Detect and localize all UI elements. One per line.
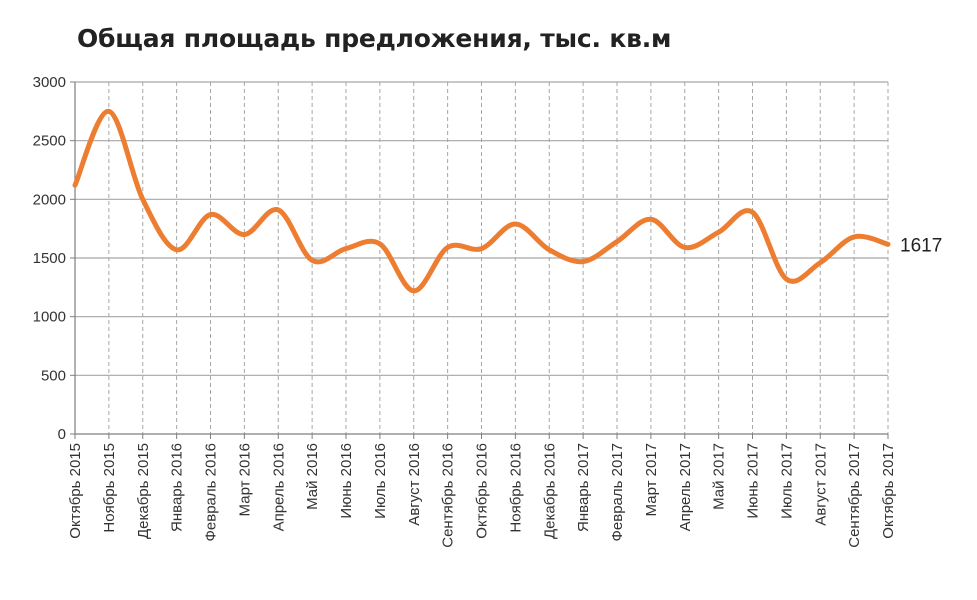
y-tick-label: 1500 [33,250,66,267]
data-point [174,247,179,252]
x-tick-label: Декабрь 2015 [135,443,152,539]
y-axis-ticks: 0 500 1000 1500 2000 2500 3000 [33,74,75,443]
x-tick-label: Август 2016 [406,443,423,526]
x-tick-label: Сентябрь 2017 [846,443,863,548]
data-point [818,260,823,265]
data-point [852,234,857,239]
data-point [411,288,416,293]
y-tick-label: 2500 [33,133,66,150]
x-tick-label: Май 2016 [304,443,321,510]
grid-lines [75,81,889,434]
data-point [445,245,450,250]
data-point [716,230,721,235]
data-point [479,246,484,251]
data-point [106,109,111,114]
x-tick-label: Февраль 2017 [609,443,626,542]
data-point [208,212,213,217]
data-point [344,246,349,251]
x-tick-label: Сентябрь 2016 [440,443,457,548]
x-tick-label: Апрель 2017 [677,443,694,531]
x-tick-label: Ноябрь 2016 [507,443,524,533]
data-point [242,232,247,237]
data-point [581,259,586,264]
data-point [310,258,315,263]
data-point [682,245,687,250]
x-tick-label: Июнь 2016 [338,443,355,519]
x-tick-label: Август 2017 [812,443,829,526]
data-point [547,247,552,252]
data-point [513,221,518,226]
series-group [72,108,891,294]
y-tick-label: 1000 [33,309,66,326]
x-tick-label: Июнь 2017 [745,443,762,519]
x-tick-label: Март 2016 [236,443,253,516]
data-point [73,183,78,188]
x-tick-label: Июль 2017 [778,443,795,519]
data-point [648,217,653,222]
x-tick-label: Июль 2016 [372,443,389,519]
y-tick-label: 3000 [33,74,66,91]
x-tick-label: Октябрь 2016 [474,443,491,539]
x-axis-ticks: Октябрь 2015 Ноябрь 2015 Декабрь 2015 Январ… [67,434,897,548]
data-point [377,241,382,246]
data-point [886,242,891,247]
data-point [615,239,620,244]
x-tick-label: Октябрь 2017 [880,443,897,539]
y-tick-label: 0 [58,426,66,443]
data-point [276,207,281,212]
data-point [784,277,789,282]
data-point [140,197,145,202]
x-tick-label: Февраль 2016 [203,443,220,542]
series-line [72,108,891,294]
x-tick-label: Октябрь 2015 [67,443,84,539]
y-tick-label: 2000 [33,191,66,208]
data-point [750,210,755,215]
x-tick-label: Май 2017 [711,443,728,510]
x-tick-label: Январь 2016 [169,443,186,532]
x-tick-label: Апрель 2016 [270,443,287,531]
last-value-label: 1617 [900,235,942,256]
x-tick-label: Март 2017 [643,443,660,516]
chart-title: Общая площадь предложения, тыс. кв.м [77,24,672,53]
y-tick-label: 500 [41,367,66,384]
x-tick-label: Ноябрь 2015 [101,443,118,533]
x-tick-label: Декабрь 2016 [541,443,558,539]
x-tick-label: Январь 2017 [575,443,592,532]
